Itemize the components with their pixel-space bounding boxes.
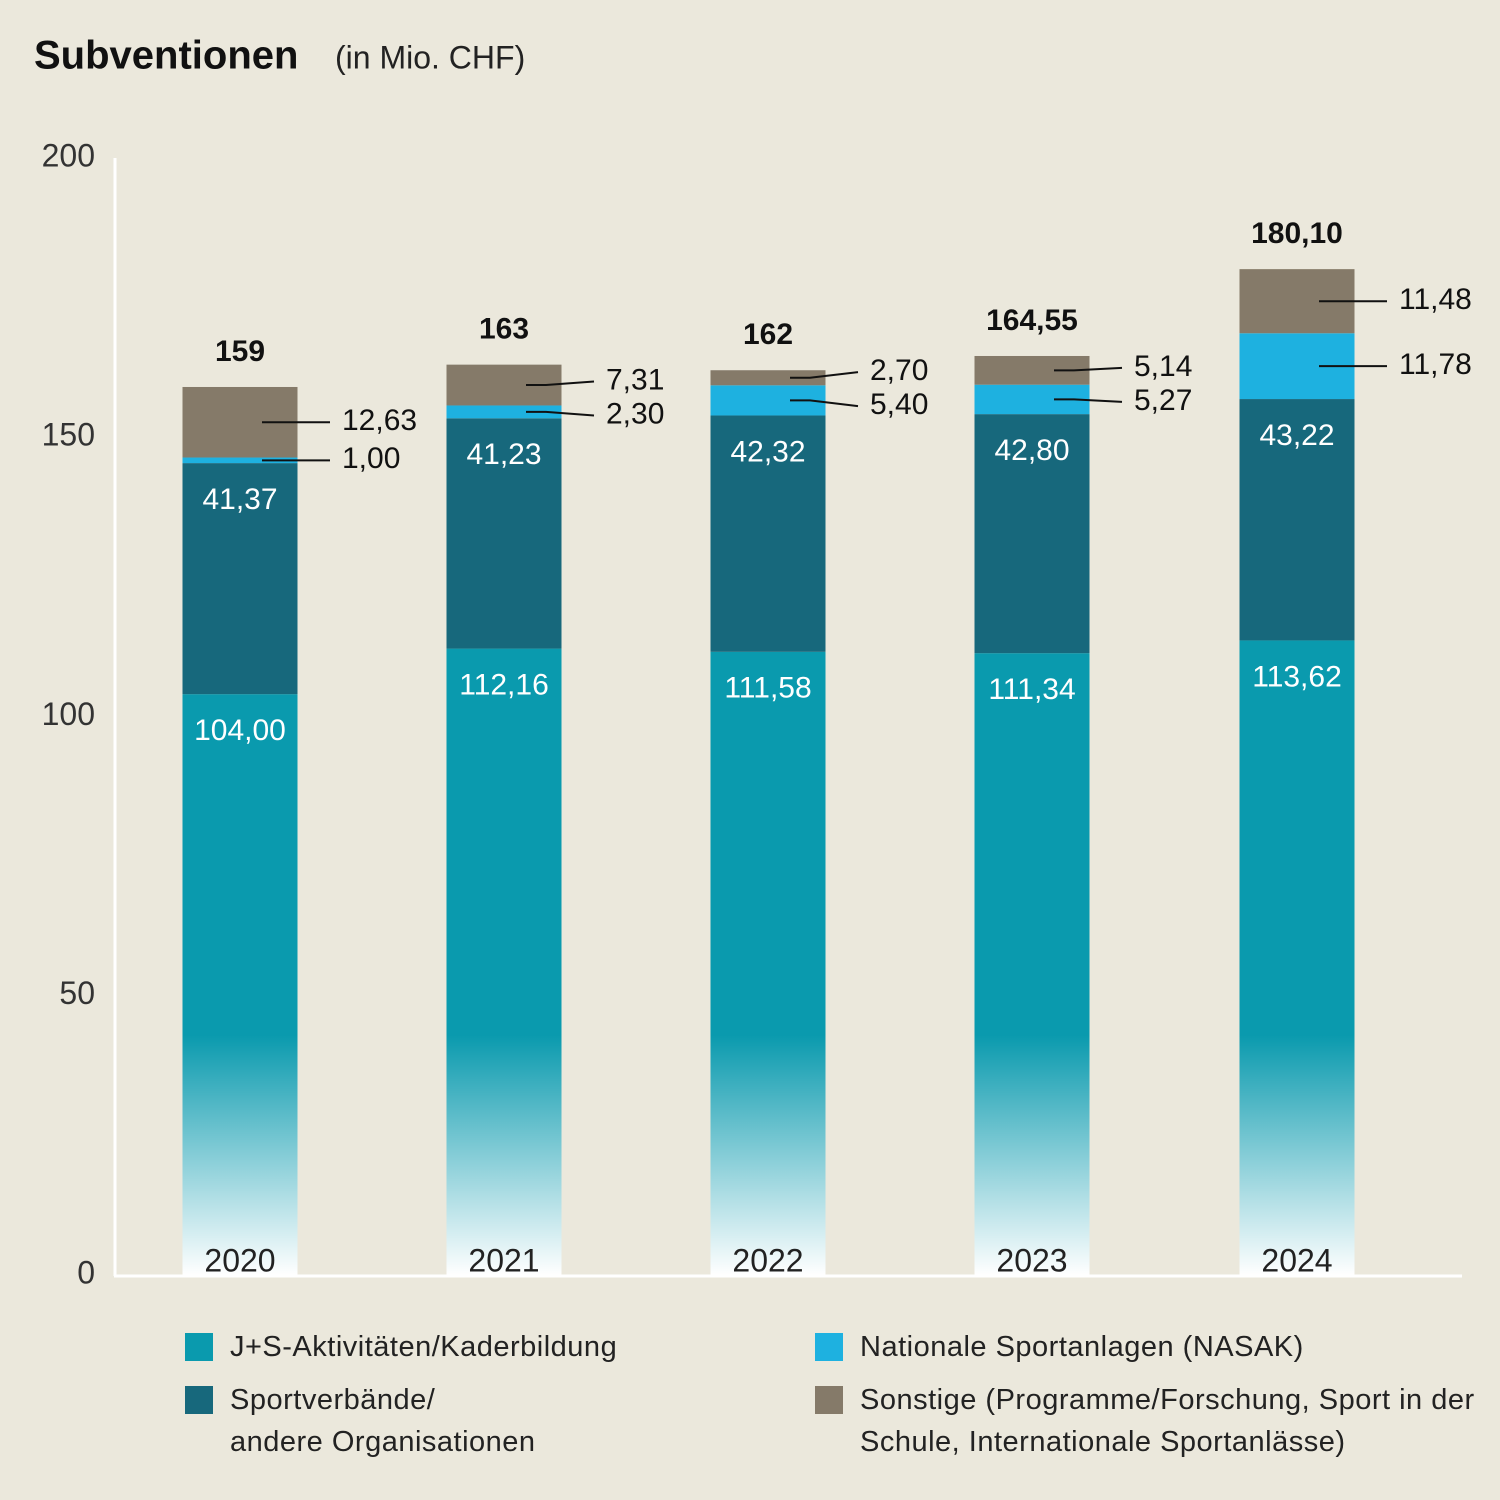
bar-segment — [182, 463, 298, 695]
value-label: 41,23 — [466, 438, 541, 471]
legend-label: Sportverbände/ andere Organisationen — [230, 1384, 536, 1458]
leader-line — [1054, 398, 1123, 403]
value-label: 113,62 — [1252, 660, 1342, 693]
legend-swatch — [185, 1386, 213, 1414]
bar-fade — [974, 653, 1090, 1275]
value-label: 42,80 — [994, 434, 1069, 467]
bar-segment — [1239, 399, 1355, 641]
legend-label: J+S-Aktivitäten/Kaderbildung — [230, 1331, 618, 1363]
value-label: 2,70 — [870, 354, 928, 387]
value-label: 5,40 — [870, 388, 928, 421]
value-label: 43,22 — [1259, 419, 1334, 452]
value-label: 1,00 — [342, 442, 400, 475]
total-label: 163 — [479, 313, 529, 346]
legend-label: Sonstige (Programme/Forschung, Sport in … — [860, 1384, 1475, 1458]
value-label: 42,32 — [730, 435, 805, 468]
legend-swatch — [815, 1333, 843, 1361]
bar-fade — [182, 694, 298, 1275]
value-label: 111,58 — [724, 672, 811, 705]
bar-segment — [446, 418, 562, 649]
value-label: 112,16 — [459, 669, 549, 702]
leader-line — [526, 410, 595, 417]
bar-segment — [710, 370, 826, 386]
total-label: 164,55 — [986, 304, 1078, 337]
x-tick-label: 2021 — [468, 1242, 539, 1278]
y-tick-label: 50 — [59, 975, 95, 1011]
leader-line — [1054, 366, 1123, 372]
bar-segment — [710, 415, 826, 652]
value-label: 7,31 — [606, 363, 664, 396]
total-label: 162 — [743, 318, 793, 351]
value-label: 41,37 — [202, 483, 277, 516]
value-label: 104,00 — [194, 714, 286, 747]
total-label: 159 — [215, 335, 265, 368]
legend-swatch — [185, 1333, 213, 1361]
y-tick-label: 200 — [42, 137, 95, 173]
legend-label: Nationale Sportanlagen (NASAK) — [860, 1331, 1304, 1363]
value-label: 5,14 — [1134, 350, 1192, 383]
value-label: 11,78 — [1399, 348, 1472, 381]
value-label: 5,27 — [1134, 384, 1192, 417]
value-label: 11,48 — [1399, 283, 1472, 316]
x-tick-label: 2022 — [732, 1242, 803, 1278]
chart-title: Subventionen — [34, 34, 298, 78]
bar-segment — [182, 457, 298, 464]
bar-segment — [974, 414, 1090, 654]
y-tick-label: 150 — [42, 417, 95, 453]
bar-segment — [446, 405, 562, 419]
legend-swatch — [815, 1386, 843, 1414]
total-label: 180,10 — [1251, 217, 1343, 250]
y-tick-label: 0 — [77, 1254, 95, 1290]
leader-line — [790, 371, 859, 379]
value-label: 2,30 — [606, 397, 664, 430]
bar-fade — [1239, 640, 1355, 1275]
value-label: 111,34 — [988, 673, 1075, 706]
bar-fade — [710, 651, 826, 1275]
leader-line — [790, 399, 859, 408]
x-tick-label: 2024 — [1261, 1242, 1332, 1278]
value-label: 12,63 — [342, 404, 417, 437]
x-tick-label: 2023 — [996, 1242, 1067, 1278]
leader-line — [526, 380, 595, 387]
y-tick-label: 100 — [42, 696, 95, 732]
chart-subtitle: (in Mio. CHF) — [335, 39, 525, 75]
bar-fade — [446, 648, 562, 1275]
x-tick-label: 2020 — [204, 1242, 275, 1278]
